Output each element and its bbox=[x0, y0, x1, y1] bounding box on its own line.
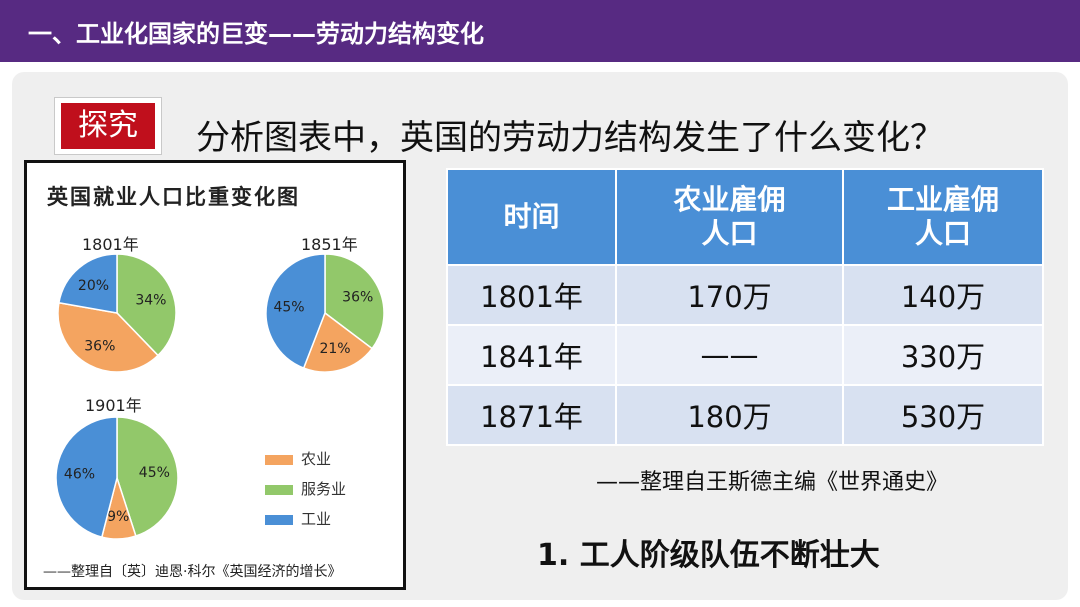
table-header-label: 农业雇佣 人口 bbox=[673, 183, 786, 250]
legend-swatch-agriculture bbox=[265, 455, 293, 465]
pie-data-label: 34% bbox=[135, 292, 166, 308]
legend-label-industry: 工业 bbox=[301, 510, 332, 528]
pie-slice-工业 bbox=[58, 253, 118, 314]
table-header-agri: 农业雇佣 人口 bbox=[615, 168, 844, 266]
pie-slice-工业 bbox=[55, 416, 118, 538]
pie-slice-服务业 bbox=[324, 253, 385, 350]
pie-slice-工业 bbox=[265, 253, 326, 369]
pie-slice-服务业 bbox=[116, 253, 177, 357]
table-header-label: 工业雇佣 人口 bbox=[886, 183, 999, 250]
pie-chart-figure: 英国就业人口比重变化图 1801年 1851年 1901年 34% 36% 20% 3… bbox=[24, 160, 406, 590]
chart-title: 英国就业人口比重变化图 bbox=[47, 184, 300, 209]
pie-data-label: 45% bbox=[273, 299, 304, 315]
table-row: 1871年 180万 530万 bbox=[446, 384, 1044, 446]
legend-label-agriculture: 农业 bbox=[301, 450, 332, 468]
legend-label-services: 服务业 bbox=[301, 480, 347, 498]
pie-1801-year: 1801年 bbox=[82, 235, 139, 254]
table-row: 1841年 —— 330万 bbox=[446, 324, 1044, 386]
table-cell: 330万 bbox=[842, 324, 1044, 386]
pie-data-label: 45% bbox=[139, 465, 170, 481]
table-cell: 530万 bbox=[842, 384, 1044, 446]
header-bar: 一、工业化国家的巨变——劳动力结构变化 bbox=[0, 0, 1080, 62]
legend-swatch-industry bbox=[265, 515, 293, 525]
chart-source: ——整理自〔英〕迪恩·科尔《英国经济的增长》 bbox=[43, 564, 342, 580]
pie-data-label: 21% bbox=[319, 341, 350, 357]
table-cell: 1841年 bbox=[446, 324, 617, 386]
legend-swatch-services bbox=[265, 485, 293, 495]
pie-slice-农业 bbox=[57, 301, 160, 373]
pie-charts-svg: 34% 36% 20% 36% 21% 45% 45% 9% 46% bbox=[55, 253, 385, 540]
table-cell: —— bbox=[615, 324, 844, 386]
pie-slice-农业 bbox=[302, 311, 374, 373]
table-cell: 1801年 bbox=[446, 264, 617, 326]
pie-data-label: 36% bbox=[84, 338, 115, 354]
pie-data-label: 36% bbox=[342, 290, 373, 306]
question-text: 分析图表中，英国的劳动力结构发生了什么变化？ bbox=[196, 118, 944, 158]
table-header-time: 时间 bbox=[446, 168, 617, 266]
pie-1901-year: 1901年 bbox=[85, 396, 142, 415]
pie-data-label: 9% bbox=[107, 509, 129, 525]
pie-slice-服务业 bbox=[116, 416, 179, 537]
table-cell: 180万 bbox=[615, 384, 844, 446]
conclusion-text: 1. 工人阶级队伍不断壮大 bbox=[537, 538, 880, 573]
explore-badge: 探究 bbox=[55, 98, 161, 154]
table-cell: 170万 bbox=[615, 264, 844, 326]
pie-data-label: 46% bbox=[64, 466, 95, 482]
table-header-ind: 工业雇佣 人口 bbox=[842, 168, 1044, 266]
pie-1851-year: 1851年 bbox=[301, 235, 358, 254]
explore-badge-label: 探究 bbox=[61, 103, 155, 149]
pie-data-label: 20% bbox=[78, 278, 109, 294]
table-header-row: 时间 农业雇佣 人口 工业雇佣 人口 bbox=[446, 168, 1044, 266]
table-cell: 140万 bbox=[842, 264, 1044, 326]
table-header-label: 时间 bbox=[503, 200, 560, 233]
table-cell: 1871年 bbox=[446, 384, 617, 446]
table-row: 1801年 170万 140万 bbox=[446, 264, 1044, 326]
page-title: 一、工业化国家的巨变——劳动力结构变化 bbox=[28, 20, 484, 48]
labor-table: 时间 农业雇佣 人口 工业雇佣 人口 1801年 170万 140万 1841年… bbox=[446, 168, 1044, 446]
table-source: ——整理自王斯德主编《世界通史》 bbox=[596, 470, 949, 495]
